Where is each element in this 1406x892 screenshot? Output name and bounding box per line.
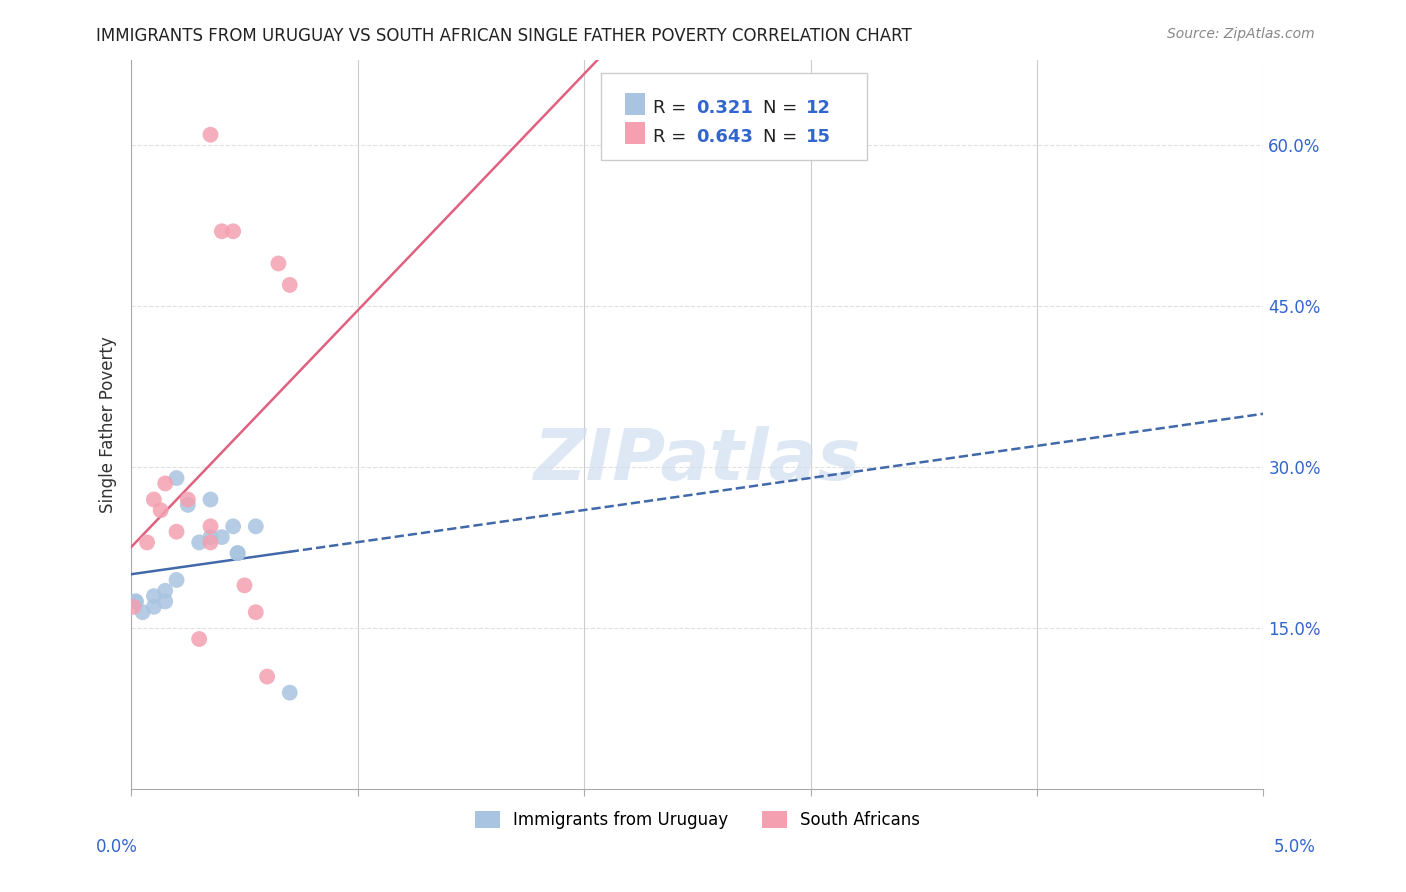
Point — [166, 471, 188, 485]
Point — [166, 524, 188, 539]
Point — [177, 498, 200, 512]
Point — [200, 492, 222, 507]
Point — [155, 594, 177, 608]
Text: Source: ZipAtlas.com: Source: ZipAtlas.com — [1167, 27, 1315, 41]
Point — [188, 535, 211, 549]
Text: R =: R = — [654, 99, 692, 117]
Point — [226, 546, 249, 560]
Point — [155, 476, 177, 491]
Point — [166, 573, 188, 587]
Text: N =: N = — [763, 99, 803, 117]
Point — [278, 277, 301, 292]
Point — [267, 256, 290, 270]
Text: R =: R = — [654, 128, 692, 146]
Point — [149, 503, 172, 517]
Point — [222, 224, 245, 238]
Point — [136, 535, 159, 549]
Point — [122, 599, 145, 614]
Legend: Immigrants from Uruguay, South Africans: Immigrants from Uruguay, South Africans — [468, 804, 927, 836]
Point — [278, 686, 301, 700]
Point — [125, 594, 148, 608]
Text: IMMIGRANTS FROM URUGUAY VS SOUTH AFRICAN SINGLE FATHER POVERTY CORRELATION CHART: IMMIGRANTS FROM URUGUAY VS SOUTH AFRICAN… — [96, 27, 911, 45]
Point — [125, 594, 148, 608]
Point — [245, 605, 267, 619]
Point — [211, 530, 233, 544]
Point — [142, 589, 165, 603]
Text: ZIPatlas: ZIPatlas — [534, 426, 860, 495]
Point — [211, 224, 233, 238]
Point — [233, 578, 256, 592]
Text: 0.643: 0.643 — [696, 128, 754, 146]
Y-axis label: Single Father Poverty: Single Father Poverty — [100, 336, 117, 513]
Point — [177, 492, 200, 507]
Point — [200, 519, 222, 533]
Point — [226, 546, 249, 560]
Text: 0.0%: 0.0% — [96, 838, 138, 856]
Point — [222, 519, 245, 533]
Point — [188, 632, 211, 646]
Point — [256, 669, 278, 683]
Point — [155, 583, 177, 598]
FancyBboxPatch shape — [624, 93, 645, 115]
Point — [200, 535, 222, 549]
Point — [200, 530, 222, 544]
Point — [131, 605, 153, 619]
Text: 0.321: 0.321 — [696, 99, 754, 117]
Point — [142, 599, 165, 614]
Text: 15: 15 — [806, 128, 831, 146]
FancyBboxPatch shape — [602, 73, 868, 161]
Point — [200, 128, 222, 142]
Point — [142, 492, 165, 507]
Text: 12: 12 — [806, 99, 831, 117]
Text: N =: N = — [763, 128, 803, 146]
Text: 5.0%: 5.0% — [1274, 838, 1316, 856]
FancyBboxPatch shape — [624, 122, 645, 145]
Point — [245, 519, 267, 533]
